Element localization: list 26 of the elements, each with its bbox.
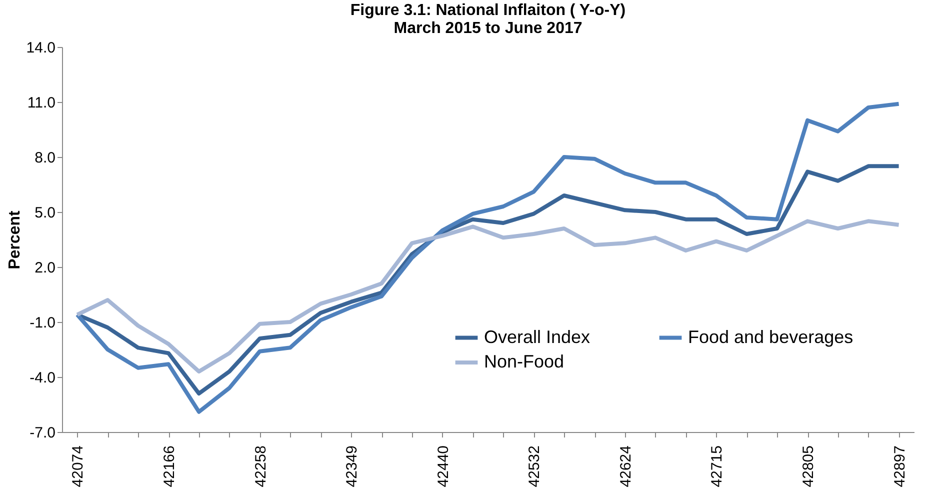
x-tick-label: 42440	[434, 446, 452, 488]
x-tick-label: 42624	[617, 446, 634, 488]
y-tick-label: 14.0	[26, 40, 56, 56]
y-tick-label: 8.0	[34, 150, 56, 166]
y-tick-label: 5.0	[34, 204, 56, 222]
x-tick-label: 42074	[70, 446, 87, 488]
legend-label: Non-Food	[484, 352, 564, 372]
y-tick-label: -1.0	[30, 314, 56, 332]
y-tick-label: 11.0	[27, 94, 56, 112]
x-tick-label: 42258	[252, 446, 270, 488]
x-tick-label: 42532	[526, 446, 544, 488]
line-series	[75, 219, 901, 374]
y-tick-label: -4.0	[30, 370, 56, 386]
x-tick-label: 42805	[800, 446, 817, 488]
x-tick-label: 42349	[344, 446, 361, 488]
legend-label: Overall Index	[484, 326, 590, 347]
x-tick-label: 42715	[708, 446, 726, 488]
y-tick-label: -7.0	[30, 424, 56, 442]
text: Figure 3.1: National Inflaiton ( Y-o-Y)	[350, 2, 626, 19]
legend-label: Food and beverages	[688, 326, 854, 347]
y-axis-title: Percent	[6, 210, 24, 270]
x-tick-label: 42166	[161, 446, 178, 488]
x-tick-label: 42897	[891, 446, 908, 488]
text: March 2015 to June 2017	[394, 20, 582, 37]
y-tick-label: 2.0	[34, 260, 56, 276]
line-series	[75, 102, 901, 414]
